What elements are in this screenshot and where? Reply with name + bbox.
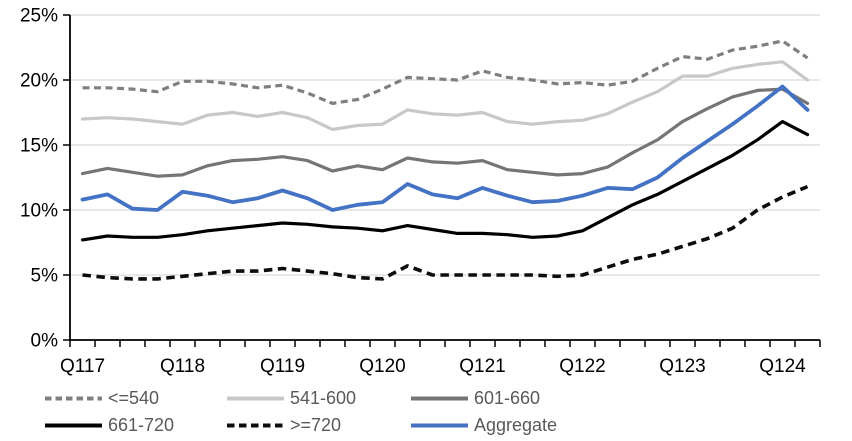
legend-label-gte720: >=720 bbox=[290, 415, 342, 435]
y-axis-label: 15% bbox=[20, 136, 58, 157]
legend-swatch-601-660 bbox=[411, 396, 468, 400]
legend-label-lte540: <=540 bbox=[108, 388, 160, 408]
legend-swatch-lte540 bbox=[45, 396, 102, 400]
series-line--720 bbox=[82, 184, 809, 281]
legend-label-661-720: 661-720 bbox=[108, 415, 175, 435]
series-line-601-660 bbox=[80, 87, 810, 178]
legend-label-601-660: 601-660 bbox=[474, 388, 541, 408]
series-line-541-600 bbox=[80, 60, 810, 131]
x-axis-label: Q124 bbox=[759, 356, 806, 377]
legend-swatch-541-600 bbox=[227, 396, 284, 400]
y-axis-label: 20% bbox=[20, 71, 58, 92]
x-axis-label: Q118 bbox=[160, 356, 205, 377]
x-axis-label: Q123 bbox=[659, 356, 705, 377]
legend-item-lte540: <=540 bbox=[45, 388, 159, 408]
x-axis-label: Q121 bbox=[459, 356, 505, 377]
y-axis-label: 25% bbox=[20, 6, 58, 27]
legend-item-aggregate: Aggregate bbox=[411, 415, 557, 435]
legend-item-661-720: 661-720 bbox=[45, 415, 174, 435]
legend-label-541-600: 541-600 bbox=[290, 388, 357, 408]
legend-swatch-gte720 bbox=[227, 423, 284, 427]
x-axis-label: Q117 bbox=[60, 356, 105, 377]
legend-item-gte720: >=720 bbox=[227, 415, 341, 435]
y-axis-label: 10% bbox=[20, 201, 58, 222]
y-axis-label: 0% bbox=[31, 331, 59, 352]
series-line--540 bbox=[82, 39, 809, 106]
series-line-661-720 bbox=[80, 119, 810, 242]
legend-label-aggregate: Aggregate bbox=[474, 415, 558, 435]
x-axis-label: Q120 bbox=[359, 356, 405, 377]
legend-swatch-661-720 bbox=[45, 423, 102, 427]
x-axis-label: Q119 bbox=[260, 356, 305, 377]
legend-item-601-660: 601-660 bbox=[411, 388, 540, 408]
x-axis-label: Q122 bbox=[559, 356, 605, 377]
legend-item-541-600: 541-600 bbox=[227, 388, 356, 408]
legend-swatch-aggregate bbox=[411, 423, 468, 427]
series-line-aggregate bbox=[80, 84, 810, 212]
line-chart-plot-area: 0% 5% 10% 15% 20% 25% Q117 Q118 Q119 Q120 Q121 Q122… bbox=[20, 6, 821, 377]
y-axis-label: 5% bbox=[31, 266, 59, 287]
